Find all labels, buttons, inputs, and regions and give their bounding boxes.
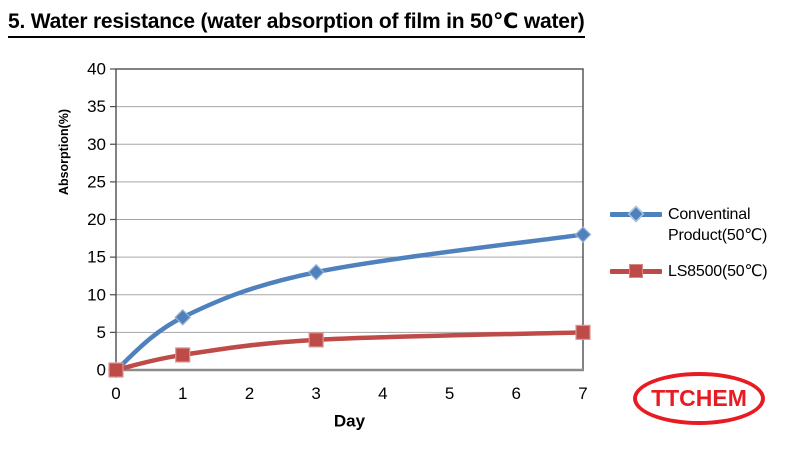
y-axis-title: Absorption(%) bbox=[57, 109, 71, 195]
legend-label-conventional: Conventinal Product(50℃) bbox=[668, 206, 768, 244]
data-point-square bbox=[308, 332, 324, 348]
y-tick-label: 30 bbox=[87, 135, 106, 154]
y-tick-label: 40 bbox=[87, 60, 106, 79]
data-point-square bbox=[175, 347, 191, 363]
x-tick-label: 3 bbox=[311, 384, 320, 403]
y-tick-label: 5 bbox=[97, 323, 106, 342]
data-point-diamond bbox=[174, 308, 192, 326]
y-tick-label: 10 bbox=[87, 285, 106, 304]
y-tick-label: 20 bbox=[87, 210, 106, 229]
page-title: 5. Water resistance (water absorption of… bbox=[8, 9, 585, 38]
x-tick-label: 2 bbox=[245, 384, 254, 403]
x-tick-label: 7 bbox=[578, 384, 587, 403]
square-marker-icon bbox=[629, 264, 643, 278]
x-tick-label: 0 bbox=[111, 384, 120, 403]
x-tick-label: 6 bbox=[512, 384, 521, 403]
legend-marker-conventional bbox=[610, 204, 662, 225]
legend-item-ls8500: LS8500(50℃) bbox=[610, 261, 800, 282]
x-tick-label: 5 bbox=[445, 384, 454, 403]
legend-marker-ls8500 bbox=[610, 261, 662, 282]
data-point-diamond bbox=[307, 263, 325, 281]
ttchem-logo: TTCHEM bbox=[633, 372, 765, 425]
diamond-marker-icon bbox=[627, 205, 645, 223]
series-line-0 bbox=[113, 232, 586, 373]
x-tick-label: 4 bbox=[378, 384, 387, 403]
legend-item-conventional-product: Conventinal Product(50℃) bbox=[610, 204, 800, 246]
x-tick-label: 1 bbox=[178, 384, 187, 403]
y-tick-label: 25 bbox=[87, 172, 106, 191]
legend-label-ls8500: LS8500(50℃) bbox=[668, 263, 768, 280]
ttchem-logo-text: TTCHEM bbox=[651, 385, 747, 411]
series-line-1 bbox=[113, 330, 586, 373]
y-tick-label: 35 bbox=[87, 97, 106, 116]
y-tick-label: 0 bbox=[97, 361, 106, 380]
data-point-square bbox=[108, 362, 124, 378]
data-point-diamond bbox=[574, 226, 592, 243]
title-area: 5. Water resistance (water absorption of… bbox=[8, 9, 585, 38]
chart-legend: Conventinal Product(50℃) LS8500(50℃) bbox=[610, 204, 800, 282]
data-point-square bbox=[575, 324, 591, 340]
x-axis-title: Day bbox=[334, 412, 366, 431]
y-tick-label: 15 bbox=[87, 248, 106, 267]
